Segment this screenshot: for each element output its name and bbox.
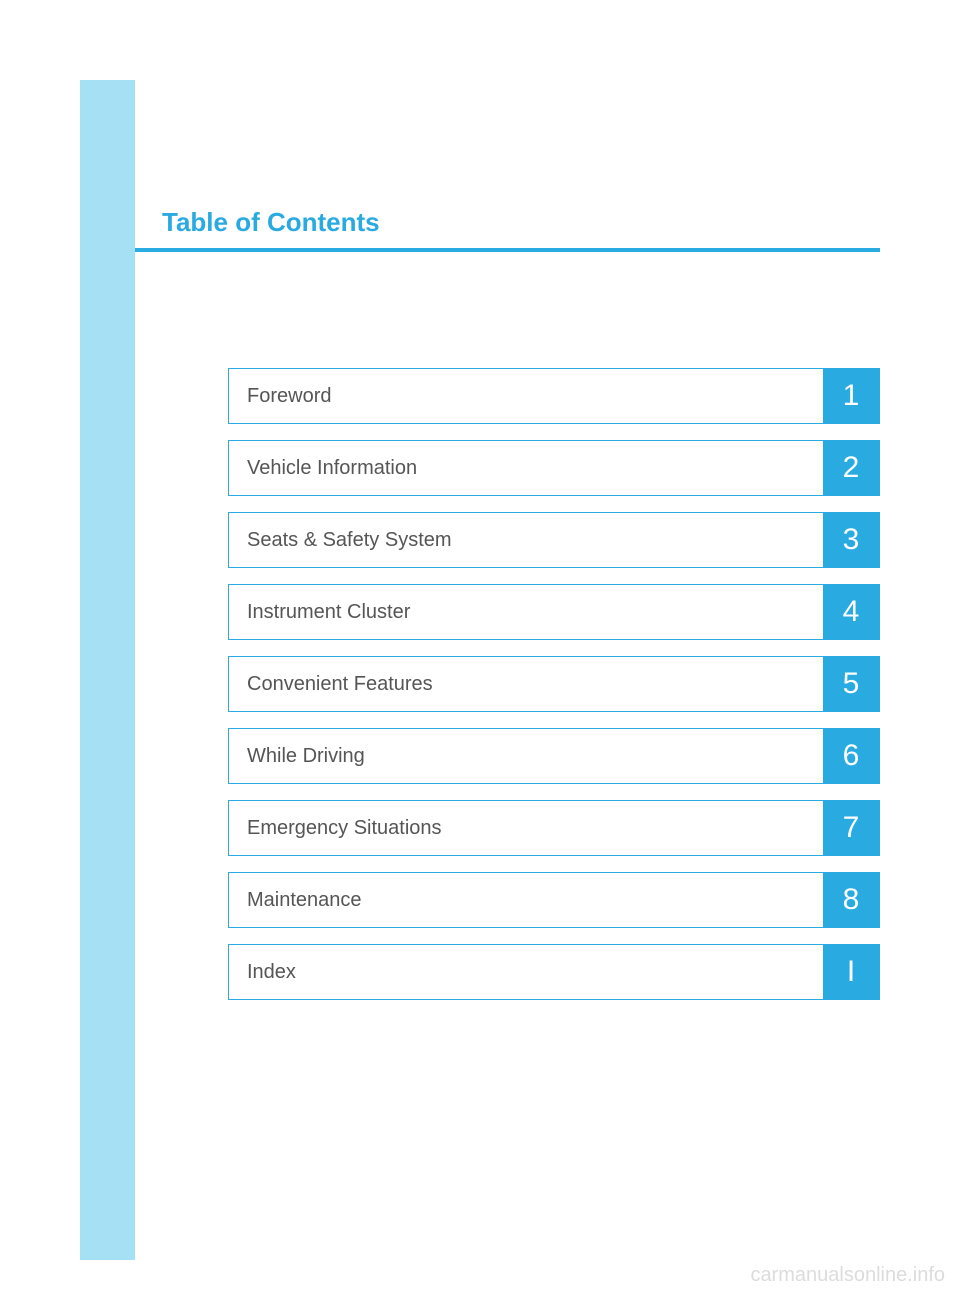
toc-number: 5 (823, 657, 879, 711)
toc-item-convenient-features[interactable]: Convenient Features 5 (228, 656, 880, 712)
toc-number: 7 (823, 801, 879, 855)
toc-number: 6 (823, 729, 879, 783)
toc-item-instrument-cluster[interactable]: Instrument Cluster 4 (228, 584, 880, 640)
toc-number: 2 (823, 441, 879, 495)
toc-number: I (823, 945, 879, 999)
toc-number: 3 (823, 513, 879, 567)
toc-item-while-driving[interactable]: While Driving 6 (228, 728, 880, 784)
toc-number: 4 (823, 585, 879, 639)
toc-list: Foreword 1 Vehicle Information 2 Seats &… (228, 368, 880, 1016)
toc-label: Index (229, 945, 823, 999)
toc-item-seats-safety[interactable]: Seats & Safety System 3 (228, 512, 880, 568)
left-accent-bar (80, 80, 135, 1260)
toc-label: Maintenance (229, 873, 823, 927)
toc-label: Vehicle Information (229, 441, 823, 495)
toc-label: Convenient Features (229, 657, 823, 711)
toc-item-emergency-situations[interactable]: Emergency Situations 7 (228, 800, 880, 856)
toc-label: Seats & Safety System (229, 513, 823, 567)
toc-number: 1 (823, 369, 879, 423)
toc-number: 8 (823, 873, 879, 927)
toc-item-foreword[interactable]: Foreword 1 (228, 368, 880, 424)
page-title: Table of Contents (162, 207, 380, 238)
watermark: carmanualsonline.info (750, 1264, 945, 1287)
toc-label: Foreword (229, 369, 823, 423)
toc-item-vehicle-information[interactable]: Vehicle Information 2 (228, 440, 880, 496)
title-underline (135, 248, 880, 252)
toc-item-index[interactable]: Index I (228, 944, 880, 1000)
toc-label: Instrument Cluster (229, 585, 823, 639)
toc-item-maintenance[interactable]: Maintenance 8 (228, 872, 880, 928)
toc-label: While Driving (229, 729, 823, 783)
toc-label: Emergency Situations (229, 801, 823, 855)
